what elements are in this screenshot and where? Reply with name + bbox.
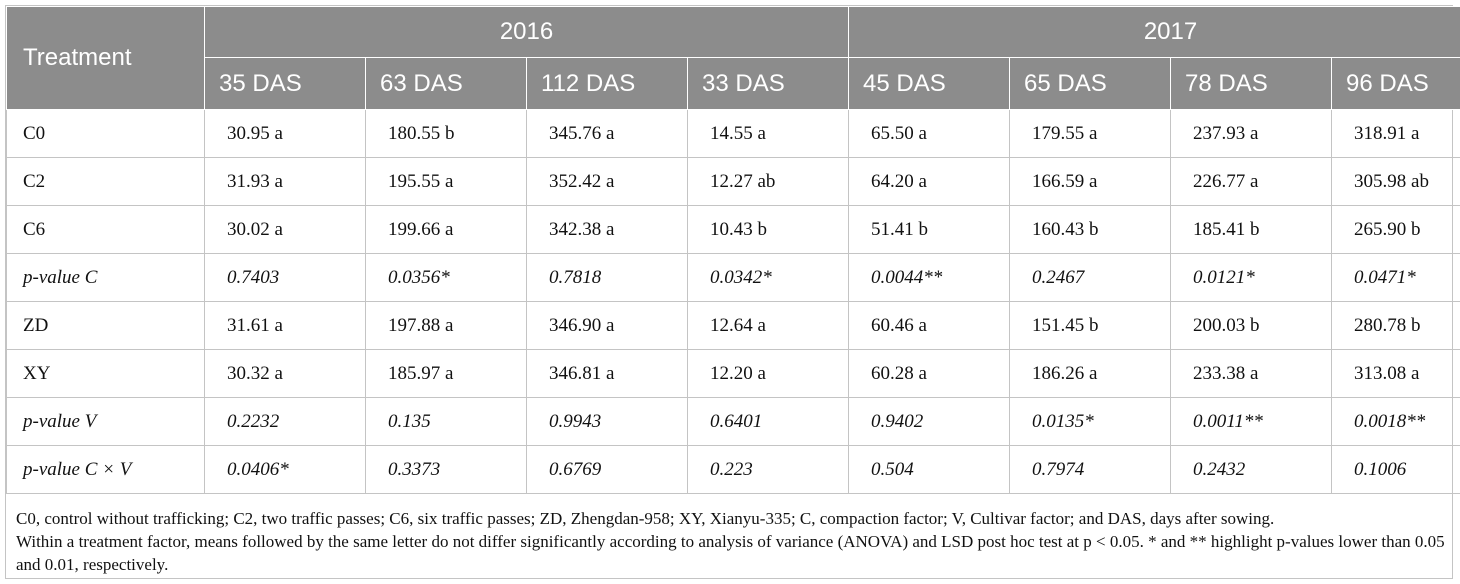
- table-cell: 0.0342*: [686, 253, 850, 302]
- table-cell: 0.223: [686, 445, 850, 494]
- table-cell: 0.7403: [204, 253, 366, 302]
- table-cell: 233.38 a: [1170, 349, 1333, 398]
- table-header: Treatment 2016 2017 35 DAS 63 DAS 112 DA…: [6, 6, 1460, 110]
- row-label: ZD: [6, 301, 205, 350]
- table-cell: 265.90 b: [1331, 205, 1460, 254]
- table-cell: 0.504: [848, 445, 1011, 494]
- table-cell: 185.41 b: [1170, 205, 1333, 254]
- table-cell: 342.38 a: [526, 205, 688, 254]
- table-cell: 0.2467: [1009, 253, 1172, 302]
- table-cell: 186.26 a: [1009, 349, 1172, 398]
- footnote-statistics: Within a treatment factor, means followe…: [16, 532, 1445, 574]
- table-cell: 0.9402: [848, 397, 1011, 446]
- table-cell: 0.135: [365, 397, 527, 446]
- table-cell: 0.0406*: [204, 445, 366, 494]
- table-cell: 14.55 a: [686, 109, 850, 158]
- table-footnote: C0, control without trafficking; C2, two…: [16, 507, 1446, 576]
- table-cell: 199.66 a: [365, 205, 527, 254]
- table-cell: 0.0471*: [1331, 253, 1460, 302]
- year-header-2017: 2017: [848, 6, 1460, 58]
- table-cell: 0.0121*: [1170, 253, 1333, 302]
- table-cell: 345.76 a: [526, 109, 688, 158]
- table-cell: 12.64 a: [686, 301, 850, 350]
- table-cell: 197.88 a: [365, 301, 527, 350]
- table-cell: 200.03 b: [1170, 301, 1333, 350]
- row-label: p-value C: [6, 253, 205, 302]
- table-cell: 12.20 a: [686, 349, 850, 398]
- column-header: 96 DAS: [1331, 57, 1460, 110]
- table-row: p-value V 0.2232 0.135 0.9943 0.6401 0.9402 0.…: [6, 397, 1460, 446]
- footnote-abbreviations: C0, control without trafficking; C2, two…: [16, 509, 1275, 528]
- table-cell: 0.2432: [1170, 445, 1333, 494]
- table-row: C2 31.93 a 195.55 a 352.42 a 12.27 ab 64.20 a…: [6, 157, 1460, 206]
- table-cell: 305.98 ab: [1331, 157, 1460, 206]
- table-cell: 346.90 a: [526, 301, 688, 350]
- data-table: Treatment 2016 2017 35 DAS 63 DAS 112 DA…: [6, 6, 1460, 494]
- table-cell: 12.27 ab: [686, 157, 850, 206]
- table-cell: 60.28 a: [848, 349, 1011, 398]
- table-cell: 226.77 a: [1170, 157, 1333, 206]
- table-cell: 64.20 a: [848, 157, 1011, 206]
- column-header: 112 DAS: [526, 57, 688, 110]
- column-header: 78 DAS: [1170, 57, 1333, 110]
- table-cell: 30.02 a: [204, 205, 366, 254]
- table-cell: 31.61 a: [204, 301, 366, 350]
- table-cell: 280.78 b: [1331, 301, 1460, 350]
- table-cell: 0.9943: [526, 397, 688, 446]
- table-cell: 10.43 b: [686, 205, 850, 254]
- table-cell: 180.55 b: [365, 109, 527, 158]
- year-header-2016: 2016: [203, 6, 850, 58]
- table-row: p-value C × V 0.0406* 0.3373 0.6769 0.223 0.5…: [6, 445, 1460, 494]
- table-cell: 195.55 a: [365, 157, 527, 206]
- table-cell: 0.7818: [526, 253, 688, 302]
- table-cell: 0.0044**: [848, 253, 1011, 302]
- row-label: XY: [6, 349, 205, 398]
- column-header: 63 DAS: [365, 57, 527, 110]
- table-cell: 0.6769: [526, 445, 688, 494]
- table-cell: 185.97 a: [365, 349, 527, 398]
- table-cell: 313.08 a: [1331, 349, 1460, 398]
- table-cell: 0.0011**: [1170, 397, 1333, 446]
- table-cell: 179.55 a: [1009, 109, 1172, 158]
- row-label: C2: [6, 157, 205, 206]
- table-cell: 346.81 a: [526, 349, 688, 398]
- table-frame: Treatment 2016 2017 35 DAS 63 DAS 112 DA…: [5, 5, 1460, 579]
- row-label: p-value V: [6, 397, 205, 446]
- table-cell: 166.59 a: [1009, 157, 1172, 206]
- column-header: 45 DAS: [848, 57, 1011, 110]
- table-cell: 318.91 a: [1331, 109, 1460, 158]
- table-cell: 237.93 a: [1170, 109, 1333, 158]
- column-header: 33 DAS: [686, 57, 850, 110]
- table-cell: 0.2232: [204, 397, 366, 446]
- table-cell: 0.0356*: [365, 253, 527, 302]
- table-cell: 0.3373: [365, 445, 527, 494]
- column-header: 35 DAS: [204, 57, 366, 110]
- table-cell: 0.1006: [1331, 445, 1460, 494]
- table-cell: 0.7974: [1009, 445, 1172, 494]
- row-label: p-value C × V: [6, 445, 205, 494]
- column-header: 65 DAS: [1009, 57, 1172, 110]
- row-label: C6: [6, 205, 205, 254]
- table-cell: 30.95 a: [204, 109, 366, 158]
- table-row: p-value C 0.7403 0.0356* 0.7818 0.0342* 0.004…: [6, 253, 1460, 302]
- row-label: C0: [6, 109, 205, 158]
- table-cell: 160.43 b: [1009, 205, 1172, 254]
- table-cell: 60.46 a: [848, 301, 1011, 350]
- table-cell: 31.93 a: [204, 157, 366, 206]
- table-cell: 30.32 a: [204, 349, 366, 398]
- table-cell: 51.41 b: [848, 205, 1011, 254]
- table-cell: 0.6401: [686, 397, 850, 446]
- table-cell: 65.50 a: [848, 109, 1011, 158]
- table-cell: 151.45 b: [1009, 301, 1172, 350]
- table-cell: 0.0018**: [1331, 397, 1460, 446]
- table-cell: 0.0135*: [1009, 397, 1172, 446]
- table-cell: 352.42 a: [526, 157, 688, 206]
- treatment-header: Treatment: [6, 6, 205, 110]
